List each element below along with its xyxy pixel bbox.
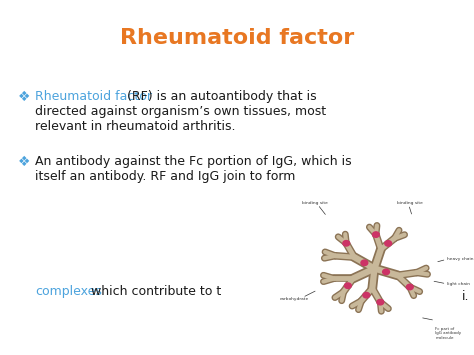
Circle shape	[377, 299, 384, 305]
Text: itself an antibody. RF and IgG join to form: itself an antibody. RF and IgG join to f…	[35, 170, 295, 183]
Text: relevant in rheumatoid arthritis.: relevant in rheumatoid arthritis.	[35, 120, 236, 133]
Text: carbohydrate: carbohydrate	[280, 297, 309, 301]
Text: complexes: complexes	[35, 285, 102, 298]
Text: An antibody against the Fc portion of IgG, which is: An antibody against the Fc portion of Ig…	[35, 155, 352, 168]
Text: Fc part of
IgG antibody
molecule: Fc part of IgG antibody molecule	[435, 327, 461, 340]
Circle shape	[345, 283, 351, 289]
Text: i.: i.	[462, 290, 470, 303]
Text: heavy chain: heavy chain	[447, 257, 473, 261]
Circle shape	[361, 260, 368, 266]
Text: ❖: ❖	[18, 90, 30, 104]
Text: (RF) is an autoantibody that is: (RF) is an autoantibody that is	[123, 90, 317, 103]
Text: binding site: binding site	[397, 201, 423, 205]
Circle shape	[406, 284, 413, 290]
Text: light chain: light chain	[447, 282, 470, 286]
Circle shape	[363, 293, 370, 298]
Circle shape	[343, 241, 350, 246]
Circle shape	[383, 269, 390, 275]
Text: ❖: ❖	[18, 155, 30, 169]
Circle shape	[385, 241, 392, 246]
Text: binding site: binding site	[302, 201, 328, 205]
Text: which contribute to t: which contribute to t	[87, 285, 221, 298]
Circle shape	[373, 232, 379, 237]
Text: Rheumatoid factor: Rheumatoid factor	[120, 28, 354, 48]
Text: directed against organism’s own tissues, most: directed against organism’s own tissues,…	[35, 105, 326, 118]
Text: Rheumatoid factor: Rheumatoid factor	[35, 90, 152, 103]
